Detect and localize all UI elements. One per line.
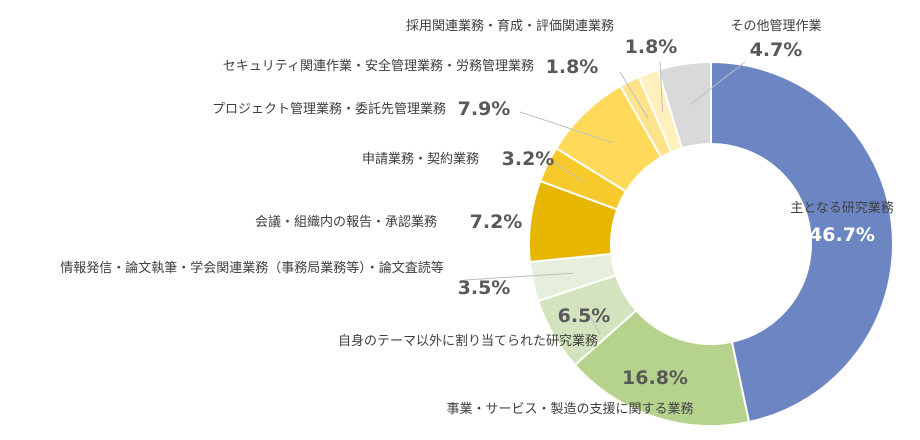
value-label-5: 3.2% <box>502 148 555 170</box>
leader-line-6 <box>519 111 614 144</box>
value-label-6: 7.9% <box>458 98 511 120</box>
leader-line-7 <box>619 71 649 119</box>
category-label-7: セキュリティ関連作業・安全管理業務・労務管理業務 <box>223 58 534 74</box>
slice-1 <box>573 309 751 427</box>
slice-9 <box>656 60 712 150</box>
leader-line-3 <box>464 272 574 281</box>
category-label-8: 採用関連業務・育成・評価関連業務 <box>406 18 614 34</box>
slice-0 <box>710 60 894 424</box>
leader-line-9 <box>689 61 746 105</box>
category-label-0: 主となる研究業務 <box>790 200 894 216</box>
leader-line-5 <box>549 159 585 183</box>
labels-group: 主となる研究業務 46.7% 事業・サービス・製造の支援に関する業務 16.8%… <box>60 18 894 417</box>
leader-line-2 <box>588 314 601 335</box>
category-label-5: 申請業務・契約業務 <box>362 151 479 167</box>
value-label-1: 16.8% <box>622 367 688 389</box>
leader-lines-group <box>464 61 746 335</box>
leader-line-8 <box>659 61 663 112</box>
category-label-9: その他管理作業 <box>730 18 821 34</box>
value-label-4: 7.2% <box>470 211 523 233</box>
category-label-2: 自身のテーマ以外に割り当てられた研究業務 <box>338 333 598 349</box>
value-label-9: 4.7% <box>750 39 803 61</box>
slices-group <box>528 60 894 427</box>
value-label-0: 46.7% <box>809 224 875 246</box>
value-label-3: 3.5% <box>458 277 511 299</box>
category-label-6: プロジェクト管理業務・委託先管理業務 <box>212 101 446 117</box>
value-label-8: 1.8% <box>625 36 678 58</box>
category-label-3: 情報発信・論文執筆・学会関連業務（事務局業務等）・論文査読等 <box>60 260 444 276</box>
category-label-1: 事業・サービス・製造の支援に関する業務 <box>446 401 693 417</box>
value-label-2: 6.5% <box>558 305 611 327</box>
category-label-4: 会議・組織内の報告・承認業務 <box>255 214 437 230</box>
value-label-7: 1.8% <box>546 56 599 78</box>
